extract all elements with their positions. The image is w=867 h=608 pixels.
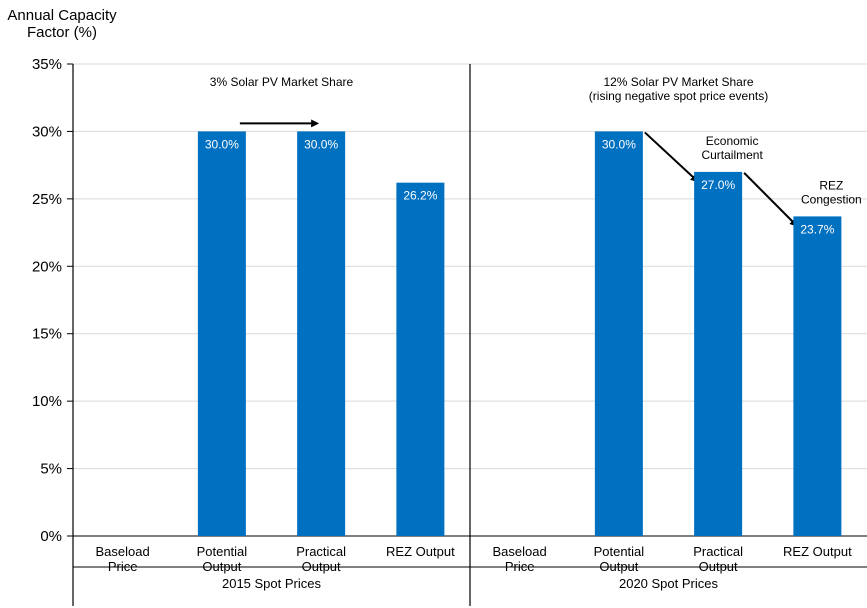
bar bbox=[793, 216, 842, 537]
category-label: Potential bbox=[594, 544, 645, 559]
arrow-annotation: Curtailment bbox=[701, 148, 763, 162]
category-label: Baseload bbox=[96, 544, 150, 559]
y-tick-label: 15% bbox=[32, 326, 62, 343]
category-label: REZ Output bbox=[783, 544, 852, 559]
bar-value-label: 30.0% bbox=[205, 137, 239, 151]
bars bbox=[197, 131, 842, 537]
y-tick-label: 0% bbox=[40, 528, 62, 545]
arrow-annotation: Economic bbox=[706, 134, 759, 148]
bar-value-label: 27.0% bbox=[701, 178, 735, 192]
category-label: Output bbox=[202, 559, 241, 574]
category-label: REZ Output bbox=[386, 544, 455, 559]
bar bbox=[197, 131, 246, 536]
bar-value-label: 30.0% bbox=[304, 137, 338, 151]
category-label: Output bbox=[302, 559, 341, 574]
arrow-annotation: REZ bbox=[819, 178, 843, 192]
market-share-annotation: 12% Solar PV Market Share bbox=[603, 75, 753, 89]
group-label: 2015 Spot Prices bbox=[222, 576, 322, 591]
bar-value-label: 30.0% bbox=[602, 137, 636, 151]
bar bbox=[396, 182, 445, 536]
y-tick-label: 10% bbox=[32, 393, 62, 410]
transition-arrow bbox=[644, 131, 699, 183]
bar bbox=[297, 131, 346, 536]
y-tick-label: 5% bbox=[40, 461, 62, 478]
category-label: Potential bbox=[197, 544, 248, 559]
y-tick-label: 35% bbox=[32, 56, 62, 73]
category-label: Price bbox=[505, 559, 535, 574]
arrow-annotation: Congestion bbox=[801, 192, 862, 206]
category-label: Output bbox=[699, 559, 738, 574]
bar-value-label: 26.2% bbox=[403, 189, 437, 203]
category-label: Practical bbox=[296, 544, 346, 559]
y-axis-title: Factor (%) bbox=[27, 24, 97, 41]
category-label: Baseload bbox=[493, 544, 547, 559]
y-tick-label: 20% bbox=[32, 258, 62, 275]
market-share-annotation: (rising negative spot price events) bbox=[589, 89, 768, 103]
y-tick-label: 30% bbox=[32, 123, 62, 140]
category-label: Price bbox=[108, 559, 138, 574]
bar-value-label: 23.7% bbox=[800, 222, 834, 236]
group-label: 2020 Spot Prices bbox=[619, 576, 719, 591]
bar bbox=[694, 171, 743, 536]
bar bbox=[594, 131, 643, 536]
y-axis-title: Annual Capacity bbox=[7, 7, 117, 24]
market-share-annotation: 3% Solar PV Market Share bbox=[210, 75, 354, 89]
category-label: Output bbox=[599, 559, 638, 574]
y-tick-label: 25% bbox=[32, 191, 62, 208]
category-label: Practical bbox=[693, 544, 743, 559]
transition-arrow bbox=[743, 172, 798, 227]
